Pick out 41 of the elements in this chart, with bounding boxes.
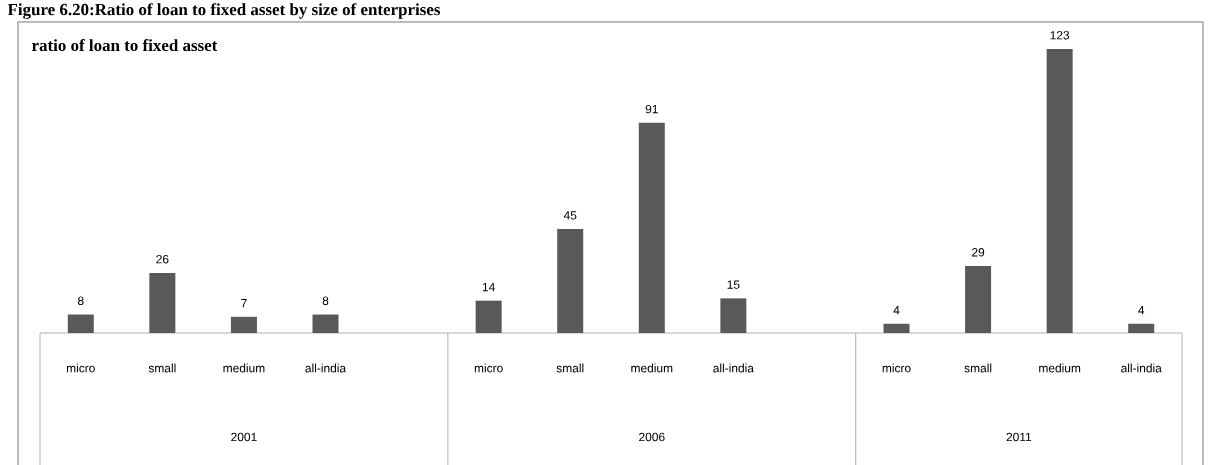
bar [312,314,339,333]
data-label: 4 [1138,306,1145,315]
x-tick-label: small [964,363,992,373]
x-tick-label: medium [1039,363,1081,373]
bar [475,300,502,333]
chart-title: Figure 6.20:Ratio of loan to fixed asset by size of enterprises [7,3,441,19]
bar [720,298,747,333]
x-tick-label: micro [66,363,95,373]
data-label: 8 [322,296,329,305]
data-label: 26 [156,254,169,264]
text: 2001 [231,432,257,442]
x-tick-label: all-india [713,363,754,373]
data-label: 7 [241,299,247,308]
bar [883,323,910,333]
bar [557,229,584,333]
x-tick-label: micro [882,363,911,373]
x-tick-label: small [148,363,176,373]
x-tick-label: micro [474,363,503,373]
x-tick-label: medium [223,363,265,373]
bar [149,272,176,333]
bar [1046,48,1073,333]
data-label: 123 [1050,31,1070,40]
data-label: 15 [727,280,740,289]
bar [230,316,257,333]
data-label: 8 [77,296,84,305]
x-tick-label: medium [631,363,673,373]
chart-subtitle: ratio of loan to fixed asset [31,38,218,52]
x-tick-label: small [556,363,584,373]
bar [965,266,992,333]
x-tick-label: all-india [305,363,347,373]
data-label: 29 [972,248,985,257]
data-label: 14 [482,282,495,292]
bar [67,314,94,333]
data-label: 91 [645,104,658,114]
text: 2011 [1006,432,1032,442]
x-tick-label: all-india [1121,363,1162,373]
data-label: 4 [893,306,900,315]
bar [638,122,665,333]
data-label: 45 [563,211,577,220]
text: 2006 [639,432,665,442]
bar [1128,323,1155,333]
